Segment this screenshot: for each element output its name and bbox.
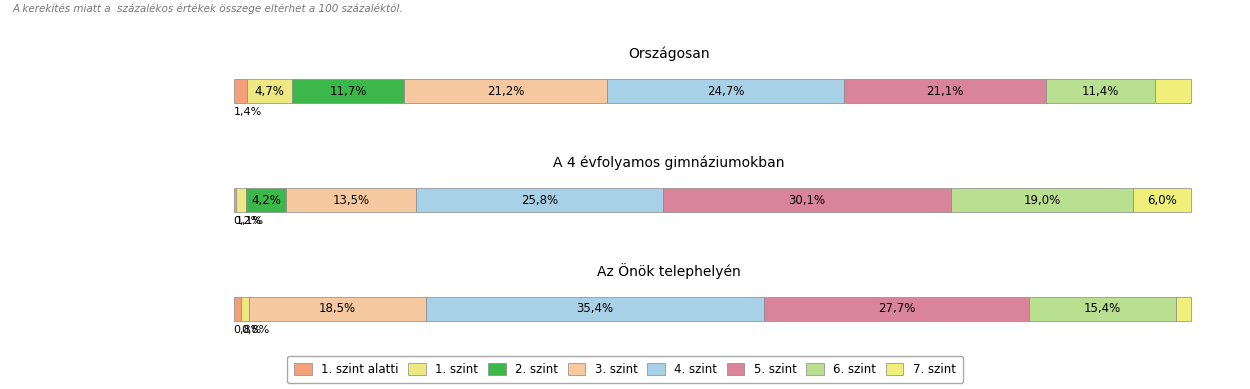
Bar [234,79,248,103]
Bar [951,188,1134,212]
Text: 11,7%: 11,7% [330,85,367,98]
Bar [1029,297,1176,321]
Bar [234,297,241,321]
Text: 1,4%: 1,4% [234,107,262,117]
Text: 0,8%: 0,8% [234,325,262,335]
Bar [662,188,951,212]
Text: A kerekítés miatt a  százalékos értékek összege eltérhet a 100 százaléktól.: A kerekítés miatt a százalékos értékek ö… [12,4,402,14]
Bar [608,79,844,103]
Text: 25,8%: 25,8% [521,194,558,207]
Text: 35,4%: 35,4% [576,303,614,315]
Bar [1155,79,1191,103]
Bar [241,297,249,321]
Text: 24,7%: 24,7% [707,85,744,98]
Text: 30,1%: 30,1% [789,194,826,207]
Text: 0,8%: 0,8% [241,325,270,335]
Bar [764,297,1029,321]
Legend: 1. szint alatti, 1. szint, 2. szint, 3. szint, 4. szint, 5. szint, 6. szint, 7. : 1. szint alatti, 1. szint, 2. szint, 3. … [288,356,962,383]
Title: A 4 évfolyamos gimnáziumokban: A 4 évfolyamos gimnáziumokban [552,156,785,170]
Bar [286,188,416,212]
Text: 11,4%: 11,4% [1082,85,1120,98]
Bar [246,188,286,212]
Text: 27,7%: 27,7% [878,303,915,315]
Text: 18,5%: 18,5% [319,303,356,315]
Text: 4,7%: 4,7% [255,85,285,98]
Text: 15,4%: 15,4% [1084,303,1121,315]
Text: 6,0%: 6,0% [1148,194,1178,207]
Text: 0,2%: 0,2% [234,216,262,226]
Title: Az Önök telephelyén: Az Önök telephelyén [598,263,740,279]
Bar [248,79,292,103]
Text: 13,5%: 13,5% [332,194,370,207]
Bar [292,79,404,103]
Bar [234,188,236,212]
Text: 21,1%: 21,1% [926,85,964,98]
Title: Országosan: Országosan [628,47,710,61]
Bar [249,297,426,321]
Bar [416,188,662,212]
Text: 1,1%: 1,1% [236,216,264,226]
Bar [1134,188,1191,212]
Bar [1046,79,1155,103]
Text: 19,0%: 19,0% [1024,194,1061,207]
Text: 21,2%: 21,2% [488,85,525,98]
Bar [426,297,764,321]
Bar [236,188,246,212]
Bar [844,79,1046,103]
Bar [1176,297,1191,321]
Bar [404,79,608,103]
Text: 4,2%: 4,2% [251,194,281,207]
